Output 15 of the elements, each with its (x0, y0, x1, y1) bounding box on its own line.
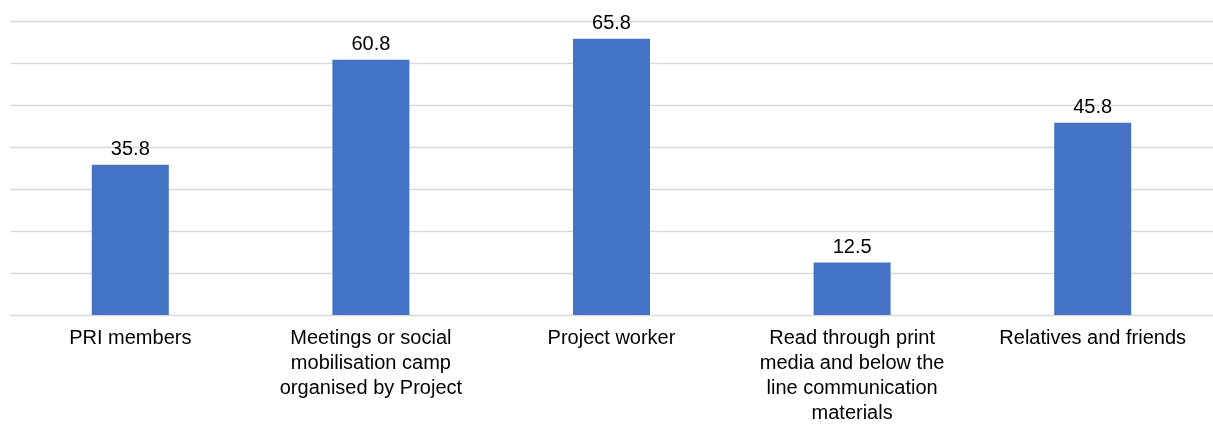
x-tick-label: PRI members (69, 325, 192, 348)
bar (813, 262, 891, 315)
data-label: 65.8 (592, 10, 631, 33)
data-label: 12.5 (832, 234, 872, 257)
data-label: 35.8 (110, 136, 150, 159)
bar (91, 164, 169, 315)
bar (332, 59, 410, 315)
x-tick-label: Meetings or social mobilisation camp organised by Project (279, 325, 463, 398)
bar (1054, 122, 1132, 315)
x-tick-label: Relatives and friends (999, 325, 1187, 348)
data-label: 60.8 (351, 31, 391, 54)
x-tick-label: Read through print media and below the line communication materials (759, 325, 945, 423)
x-tick-label: Project worker (547, 325, 676, 348)
data-label: 45.8 (1073, 94, 1113, 117)
bar (573, 38, 650, 315)
